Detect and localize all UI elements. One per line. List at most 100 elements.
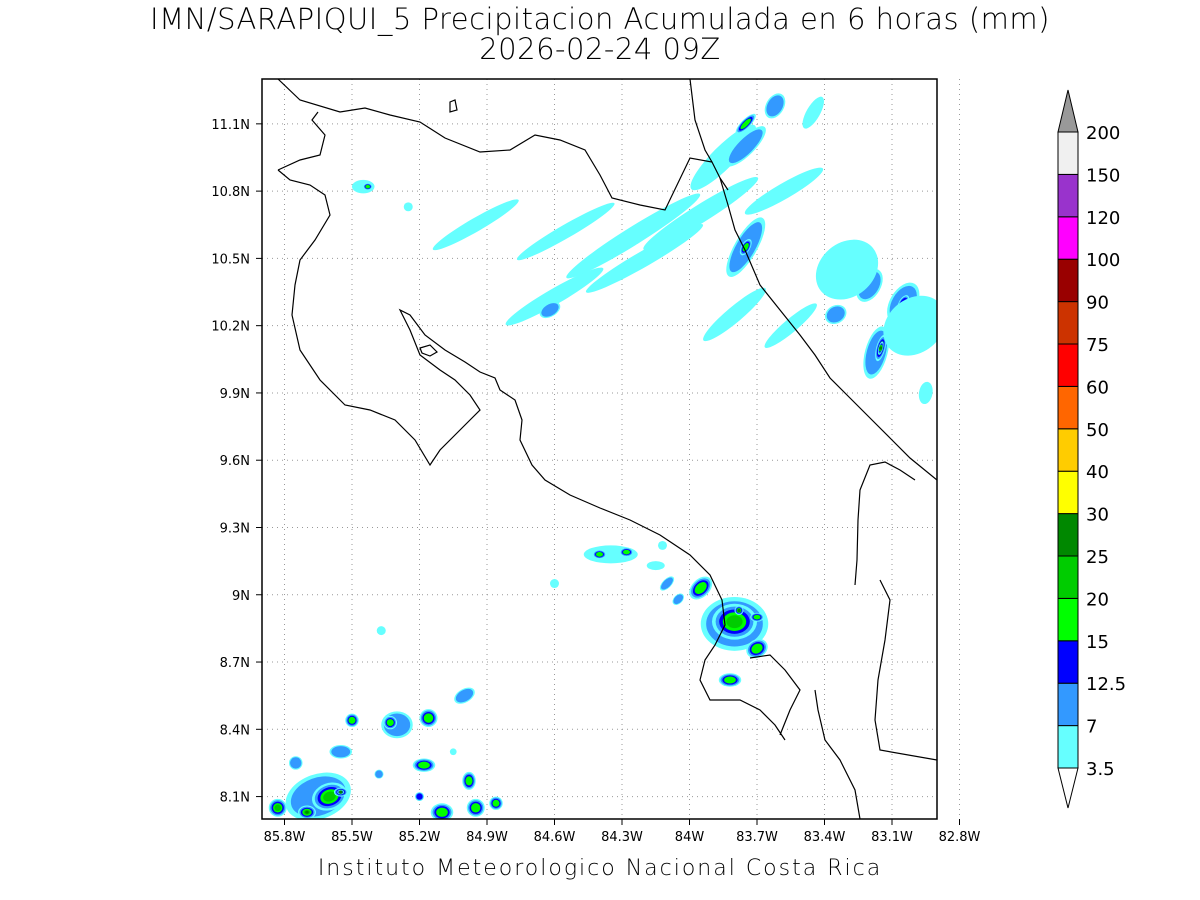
lon-tick-label: 84.3W <box>601 830 643 845</box>
precip-cell <box>661 577 673 590</box>
lat-tick-label: 8.4N <box>220 723 250 738</box>
precip-cell <box>595 552 604 557</box>
colorbar-swatch <box>1057 555 1079 599</box>
lon-tick-label: 83.7W <box>736 830 778 845</box>
colorbar-label: 100 <box>1086 250 1120 271</box>
pacific-coast <box>277 111 801 741</box>
colorbar-label: 150 <box>1086 165 1120 186</box>
nicoya-island <box>419 344 438 357</box>
precip-cell <box>962 121 980 150</box>
colorbar-swatch <box>1057 173 1079 218</box>
lat-tick-label: 9N <box>232 589 250 604</box>
precip-cell <box>703 287 766 342</box>
precip-cell <box>290 757 302 769</box>
colorbar-swatch <box>1057 725 1079 769</box>
colorbar-swatch <box>1057 301 1079 345</box>
colorbar-swatch <box>1057 640 1079 684</box>
lon-tick-label: 85.2W <box>399 830 441 845</box>
precip-cell <box>305 810 309 814</box>
precip-cell <box>726 615 743 629</box>
plot-frame <box>261 78 938 820</box>
colorbar-swatch <box>1057 343 1079 387</box>
lat-tick-label: 11.1N <box>211 118 250 133</box>
precip-cell <box>471 803 481 813</box>
colorbar-label: 75 <box>1086 335 1109 356</box>
precip-cell <box>423 713 434 723</box>
colorbar-label: 60 <box>1086 377 1109 398</box>
precip-cell <box>737 608 741 612</box>
precip-cell <box>323 791 336 802</box>
lon-tick-label: 85.8W <box>264 830 306 845</box>
colorbar-label: 120 <box>1086 208 1120 229</box>
precip-cell <box>802 96 824 129</box>
colorbar-swatch <box>1057 597 1079 642</box>
precipitation-field <box>268 93 989 819</box>
precip-cell <box>331 746 351 758</box>
precip-cell <box>764 303 817 348</box>
chart-title: IMN/SARAPIQUI_5 Precipitacion Acumulada … <box>0 4 1200 64</box>
precip-cell <box>753 614 761 620</box>
colorbar-swatch <box>1057 216 1079 260</box>
colorbar-label: 50 <box>1086 420 1109 441</box>
grid-lines <box>262 79 960 819</box>
lat-tick-label: 8.1N <box>220 791 250 806</box>
precip-cell <box>740 118 751 130</box>
precip-cell <box>673 594 684 605</box>
precip-cell <box>348 716 356 724</box>
precip-cell <box>418 761 430 769</box>
colorbar-label: 15 <box>1086 632 1109 653</box>
lon-tick-label: 82.8W <box>939 830 981 845</box>
colorbar-upper-arrow <box>1057 89 1079 133</box>
precip-cell <box>643 176 759 251</box>
nicaragua-border <box>277 79 729 211</box>
colorbar-label: 200 <box>1086 123 1120 144</box>
precip-cell <box>975 348 989 370</box>
lat-tick-label: 10.5N <box>211 252 250 267</box>
precip-cell <box>455 688 474 703</box>
colorbar-label: 12.5 <box>1086 674 1126 695</box>
colorbar-swatch <box>1057 258 1079 303</box>
precip-cell <box>432 199 519 251</box>
title-line-1: IMN/SARAPIQUI_5 Precipitacion Acumulada … <box>150 2 1050 36</box>
precip-cell <box>386 719 394 727</box>
colorbar-label: 90 <box>1086 293 1109 314</box>
colorbar-swatch <box>1057 470 1079 515</box>
lon-tick-label: 84W <box>675 830 705 845</box>
precip-cell <box>815 239 879 300</box>
footer-credit: Instituto Meteorologico Nacional Costa R… <box>317 856 883 881</box>
precip-cell <box>728 129 763 164</box>
panama-border <box>814 461 937 819</box>
axis-ticks: 85.8W 85.5W 85.2W 84.9W 84.6W 84.3W 84W 83.7W 83… <box>211 118 980 845</box>
lake-island <box>449 99 458 113</box>
colorbar-swatch <box>1057 428 1079 472</box>
precip-cell <box>436 807 448 817</box>
precip-cell <box>492 799 500 807</box>
precip-cell <box>550 579 559 589</box>
colorbar-label: 7 <box>1086 717 1097 738</box>
colorbar-label: 25 <box>1086 547 1109 568</box>
precip-cell <box>505 267 604 326</box>
colorbar-label: 40 <box>1086 462 1109 483</box>
colorbar-swatch <box>1057 682 1079 727</box>
caribbean-coast <box>689 79 937 481</box>
precip-cell <box>694 582 707 594</box>
colorbar-label: 3.5 <box>1086 759 1115 780</box>
precip-cell <box>375 770 383 778</box>
lon-tick-label: 83.1W <box>871 830 913 845</box>
precip-cell <box>766 95 784 117</box>
precip-cell <box>658 540 667 550</box>
lon-tick-label: 83.4W <box>804 830 846 845</box>
colorbar-swatch <box>1057 131 1079 175</box>
precip-cell <box>826 306 845 323</box>
lat-tick-label: 9.9N <box>220 387 250 402</box>
precip-cell <box>744 167 824 215</box>
colorbar-swatch <box>1057 513 1079 557</box>
colorbar-lower-arrow <box>1057 767 1079 809</box>
lat-tick-label: 8.7N <box>220 656 250 671</box>
precip-cell <box>274 804 281 812</box>
lat-tick-label: 9.3N <box>220 521 250 536</box>
precip-cell <box>416 793 423 800</box>
precip-cell <box>879 346 883 350</box>
precip-cell <box>918 381 933 405</box>
